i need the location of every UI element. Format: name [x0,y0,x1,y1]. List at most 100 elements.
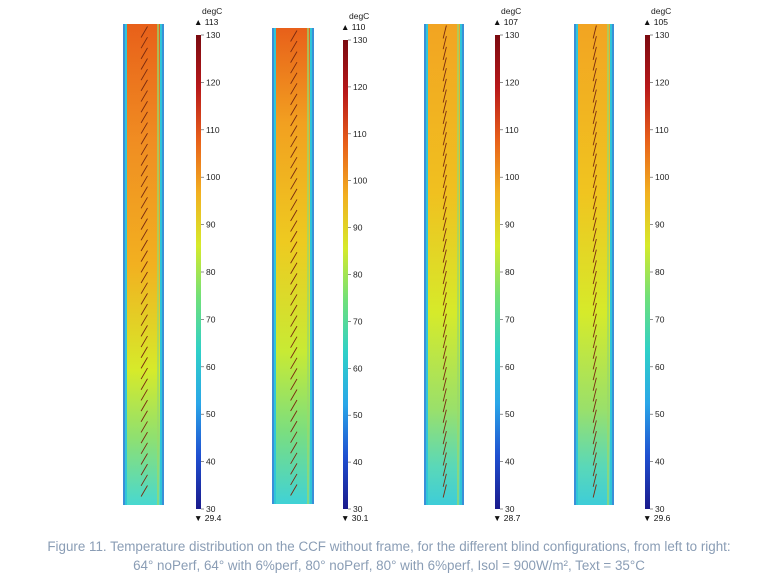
blind-slat [290,315,298,327]
scale-tick-label: 60 [353,363,363,373]
blind-slat [140,346,148,358]
blind-slat [592,25,597,39]
blind-slat [442,174,447,189]
blind-slat [592,174,597,189]
scale-tick-label: 130 [505,30,519,40]
blind-slat [592,153,597,167]
blind-slat [140,261,148,273]
blind-slat [592,441,597,455]
blind-slat [442,57,447,71]
blind-slat [290,51,298,63]
blind-slat [140,282,148,294]
blind-slat [442,78,447,92]
blind-slat [442,185,447,199]
blind-slat [592,185,597,199]
blind-slat [140,36,148,49]
blind-slat [442,366,447,381]
blind-slat [592,100,597,114]
blind-slat [442,281,447,295]
scale-unit: degC [651,6,671,16]
blind-slat [290,484,298,496]
blind-slat [140,100,148,113]
scale-tick-label: 110 [655,125,669,135]
panel-3: 130 120 110 100 90 80 70 60 50 40 30 degC▲ 107 ▼ 28.… [424,6,521,523]
blind-slat [592,420,597,434]
scale-tick-label: 130 [206,30,220,40]
blind-slat [442,270,447,285]
blind-slat [290,135,298,148]
blind-slat [442,89,447,103]
blind-slat [592,473,597,487]
blind-slat [290,178,298,190]
blind-slat [290,431,298,443]
blind-slat [442,228,447,242]
blind-slat [140,442,148,455]
scale-tick-label: 80 [206,267,216,277]
panel-4: 130 120 110 100 90 80 70 60 50 40 30 degC▲ 105 ▼ 29.… [574,6,671,523]
blind-slat [442,324,447,338]
blind-slat [140,474,148,487]
scale-tick-label: 40 [655,457,665,467]
blind-slat [592,110,597,125]
blind-slat [592,452,597,466]
blind-slat [442,249,447,263]
scale-tick-label: 30 [505,504,515,514]
scale-tick-label: 60 [206,362,216,372]
scale-tick-label: 30 [655,504,665,514]
blind-slat [442,398,447,413]
blind-slat [592,292,597,306]
blind-slat [140,186,148,198]
blind-slat [140,399,148,412]
blind-slat [442,473,447,487]
blind-slat [592,302,597,317]
blind-slat [592,484,597,498]
blind-slat [140,90,148,102]
blind-slat [442,292,447,306]
blind-slat [290,420,298,433]
blind-slat [290,199,298,211]
scale-tick-label: 90 [353,223,363,233]
blind-slat [290,156,298,169]
scale-tick-label: 130 [655,30,669,40]
glass-right [160,24,162,505]
blind-slat [592,142,597,157]
blind-slat [140,250,148,262]
blind-slat [290,83,298,95]
scale-tick-label: 100 [505,172,519,182]
blind-slat [592,164,597,178]
scale-max-label: ▲ 105 [643,17,668,27]
blind-slat [290,167,298,179]
blind-slat [290,357,298,370]
scale-max-label: ▲ 113 [194,17,219,27]
blind-slat [290,262,298,275]
inner-pane [457,24,459,505]
blind-slat [442,420,447,434]
temperature-field [126,24,161,505]
blind-slat [290,188,298,201]
blind-slat [442,153,447,167]
blind-slat [592,78,597,92]
blind-slat [140,175,148,188]
glass-left [576,24,578,505]
blind-slat [442,110,447,125]
blind-slat [290,347,298,359]
scale-max-label: ▲ 110 [341,22,366,32]
blind-slat [592,36,597,50]
blind-slat [442,164,447,178]
blind-slat [592,57,597,71]
scale-tick-label: 30 [353,504,363,514]
scale-tick-label: 50 [206,409,216,419]
blind-slat [442,68,447,82]
blind-slat [290,410,298,422]
blind-slat [290,209,298,222]
figure-caption: Figure 11. Temperature distribution on t… [0,537,778,575]
blind-slat [140,453,148,465]
blind-slat [442,217,447,231]
blind-slat [140,239,148,252]
scale-tick-label: 130 [353,35,367,45]
blind-slat [592,217,597,231]
scale-tick-label: 120 [353,82,367,92]
blind-slat [140,431,148,444]
glass-right [610,24,612,505]
